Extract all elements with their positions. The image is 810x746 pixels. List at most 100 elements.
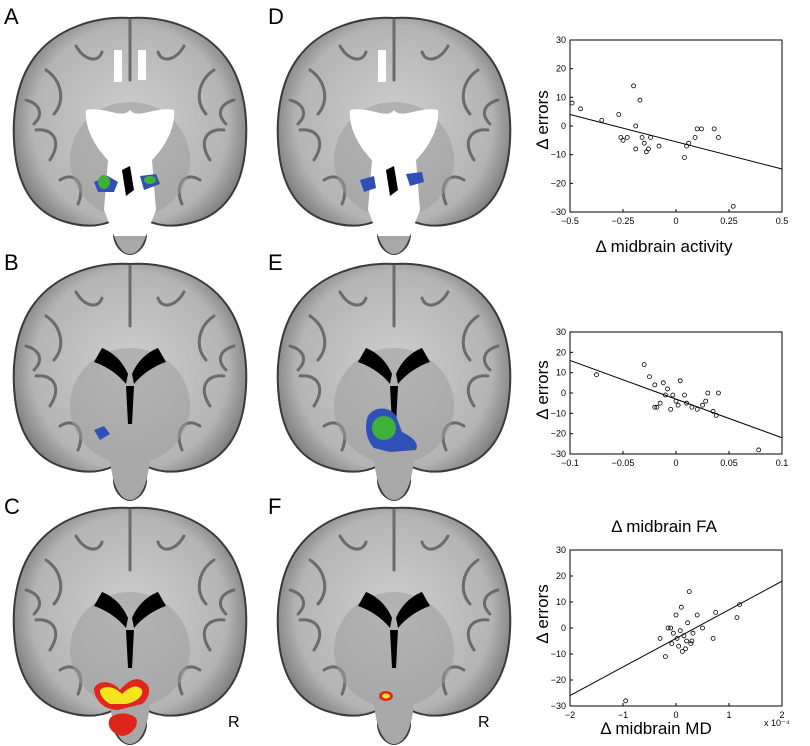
plot-frame (569, 39, 783, 213)
panel-label-d: D (268, 4, 284, 29)
data-point (699, 126, 704, 132)
y-tick-label: 10 (556, 92, 566, 102)
data-point (700, 625, 705, 631)
data-point (730, 203, 736, 209)
x-tick-label: −1 (618, 710, 628, 720)
data-point (703, 398, 709, 404)
data-point (662, 392, 668, 398)
data-point (639, 135, 645, 140)
brain-slice-a (12, 16, 248, 256)
chart-xlabel: Δ midbrain MD (600, 719, 712, 738)
data-point (665, 625, 671, 631)
data-point (674, 636, 680, 641)
data-point (623, 698, 629, 704)
scatter-chart-md: Δ errors Δ midbrain MD x 10⁻⁴ 3020100−10… (533, 545, 790, 738)
data-point (673, 398, 679, 404)
brain-slice-e (276, 262, 512, 502)
data-point (578, 106, 583, 112)
orientation-label-f: R (478, 714, 490, 731)
x-tick-label: 0.5 (776, 216, 789, 226)
y-tick-label: 0 (561, 388, 566, 398)
data-point (637, 97, 643, 103)
data-point (678, 604, 684, 610)
data-point (689, 404, 695, 410)
y-tick-label: 30 (556, 327, 566, 337)
data-point (633, 123, 639, 129)
x-tick-label: −0.5 (561, 216, 579, 226)
x-tick-label: 2 (779, 710, 784, 720)
data-point (682, 155, 687, 160)
fit-line (569, 580, 783, 697)
y-tick-label: −30 (551, 207, 566, 217)
y-tick-label: 20 (556, 347, 566, 357)
data-point (713, 610, 719, 615)
data-point (657, 400, 663, 406)
y-tick-label: 0 (561, 623, 566, 633)
data-point (670, 630, 676, 636)
data-point (688, 641, 694, 646)
data-point (694, 612, 700, 618)
data-point (652, 382, 658, 388)
data-point (710, 636, 716, 641)
data-point (700, 402, 705, 408)
data-point (689, 638, 695, 644)
x-tick-label: −0.05 (612, 458, 635, 468)
y-tick-label: 20 (556, 64, 566, 74)
data-point (683, 646, 688, 652)
chart-ylabel: Δ errors (533, 90, 552, 150)
data-point (734, 615, 740, 620)
y-tick-label: 10 (556, 597, 566, 607)
y-tick-label: 30 (556, 545, 566, 555)
data-point (657, 636, 663, 641)
x-tick-label: −0.25 (612, 216, 635, 226)
brain-slice-c (12, 506, 248, 746)
y-tick-label: −10 (551, 649, 566, 659)
data-point (569, 100, 575, 106)
x-tick-label: 0.1 (776, 458, 789, 468)
data-point (662, 654, 668, 659)
data-point (656, 143, 662, 149)
data-point (686, 140, 692, 146)
data-point (624, 135, 630, 140)
y-tick-label: −30 (551, 701, 566, 711)
data-point (599, 117, 605, 123)
data-point (686, 589, 692, 594)
data-point (668, 625, 674, 631)
data-point (715, 135, 721, 140)
data-point (684, 638, 690, 644)
y-tick-label: 0 (561, 121, 566, 131)
data-point (710, 408, 716, 414)
data-point (737, 602, 743, 607)
fit-line (569, 114, 783, 170)
data-point (670, 392, 676, 398)
chart-ylabel: Δ errors (533, 584, 552, 644)
data-point (694, 126, 700, 132)
orientation-label-c: R (228, 714, 240, 731)
data-point (641, 140, 647, 146)
y-tick-label: −10 (551, 408, 566, 418)
data-point (715, 390, 721, 396)
data-point (668, 406, 674, 412)
scatter-chart-fa: Δ errors Δ midbrain FA 3020100−10−20−30−… (533, 327, 789, 536)
data-point (705, 390, 711, 396)
x-tick-label: 0.05 (720, 458, 738, 468)
x-tick-label: 0 (673, 458, 678, 468)
data-point (681, 633, 687, 639)
data-point (682, 392, 687, 398)
data-point (694, 406, 700, 412)
panel-label-e: E (268, 250, 283, 275)
y-tick-label: 30 (556, 35, 566, 45)
data-point (648, 135, 653, 140)
y-tick-label: −20 (551, 429, 566, 439)
data-point (652, 404, 658, 410)
y-tick-label: 20 (556, 571, 566, 581)
data-point (665, 386, 670, 392)
y-tick-label: −30 (551, 449, 566, 459)
data-point (690, 630, 696, 636)
data-point (673, 612, 679, 618)
x-tick-label: 0.25 (720, 216, 738, 226)
data-point (620, 137, 626, 143)
data-point (677, 378, 683, 384)
x-tick-label: 1 (726, 710, 731, 720)
panel-label-a: A (4, 4, 19, 29)
